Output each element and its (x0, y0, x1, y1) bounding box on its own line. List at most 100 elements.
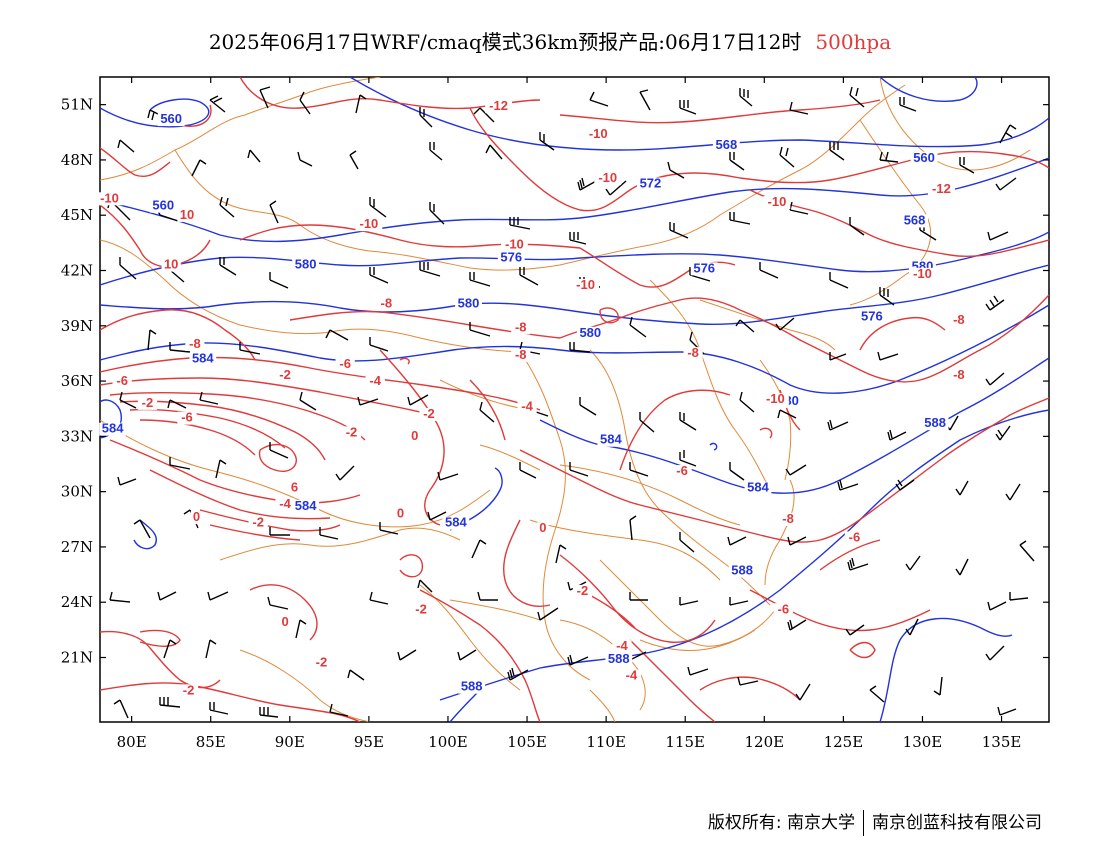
temperature-contour-label-bg (96, 192, 123, 206)
temperature-contour-label: 10 (180, 207, 194, 222)
height-contour-label-bg (442, 516, 470, 530)
temperature-contour-label-bg (177, 411, 197, 425)
temperature-contour-label-bg (137, 396, 158, 410)
height-contour-label: 560 (913, 150, 935, 165)
height-contour-label: 568 (904, 212, 926, 227)
temperature-contour-label-bg (365, 374, 385, 388)
height-contour-label-bg (576, 326, 604, 340)
temperature-contour-label: -4 (521, 399, 533, 414)
temperature-contour-label: -2 (142, 395, 154, 410)
temperature-contour-label: -8 (953, 367, 965, 382)
lon-tick-label: 115E (665, 733, 705, 751)
height-contour-label-bg (157, 113, 185, 127)
footer-separator (863, 810, 864, 836)
lat-tick-label: 30N (61, 483, 93, 501)
temperature-contour-label-bg (275, 498, 295, 512)
lon-tick-label: 95E (354, 733, 384, 751)
temperature-contour-label: -10 (576, 277, 595, 292)
pressure-level: 500hpa (815, 30, 892, 54)
lat-tick-label: 27N (61, 538, 93, 556)
lon-tick-label: 135E (982, 733, 1022, 751)
temperature-contour-label: -10 (359, 216, 378, 231)
lat-tick-label: 21N (61, 649, 93, 667)
temperature-contour-label-bg (621, 669, 642, 683)
temperature-contour-label-bg (394, 507, 407, 521)
temperature-contours (100, 77, 1049, 722)
lat-tick-label: 42N (61, 262, 93, 280)
temperature-contour-label-bg (376, 297, 396, 311)
latitude-axis: 51N 48N 45N 42N 39N 36N 33N 30N 27N 24N 21N (61, 96, 1049, 667)
temperature-contour-label-bg (572, 278, 599, 292)
temperature-contour-label: -8 (189, 336, 201, 351)
temperature-contour-label: -2 (183, 682, 195, 697)
temperature-contour-label-bg (763, 196, 791, 209)
temperature-contour-label-bg (584, 127, 612, 141)
temperature-contour-label: -10 (100, 190, 119, 205)
temperature-contour-label-bg (511, 321, 531, 335)
temperature-contour-label: 0 (193, 509, 200, 524)
temperature-contour-label-bg (178, 684, 199, 698)
longitude-axis: 80E 85E 90E 95E 100E 105E 110E 115E 120E 125E 130E… (117, 77, 1022, 751)
height-contour-label: 584 (192, 351, 214, 366)
temperature-contour-label: -2 (577, 583, 589, 598)
height-contour-label: 588 (924, 415, 946, 430)
footer: 版权所有: 南京大学 南京创蓝科技有限公司 (708, 808, 1042, 836)
temperature-contour-label-bg (612, 640, 632, 654)
temperature-contour-label: -10 (598, 170, 617, 185)
height-contour-label-bg (637, 177, 664, 191)
height-contour-label: 588 (608, 651, 630, 666)
height-contour-label-bg (149, 199, 177, 213)
lat-tick-label: 51N (61, 96, 93, 114)
height-contour-label: 584 (295, 498, 317, 513)
temperature-contour-label: -6 (777, 601, 789, 616)
lon-tick-label: 125E (824, 733, 864, 751)
lon-tick-label: 80E (117, 733, 147, 751)
lat-tick-label: 36N (61, 372, 93, 390)
temperature-contour-label-bg (288, 481, 301, 495)
temperature-contour-label-bg (773, 603, 793, 617)
temperature-contour-label-bg (572, 584, 593, 598)
height-contour-label: 576 (861, 308, 883, 323)
temperature-contour-label: 0 (539, 520, 546, 535)
temperature-contour-label: 6 (291, 480, 298, 495)
temperature-contour-label: -4 (616, 638, 628, 653)
temperature-contour-label: -2 (415, 601, 427, 616)
temperature-contour-label-bg (177, 208, 197, 222)
lat-tick-label: 39N (61, 317, 93, 335)
lat-tick-label: 24N (61, 593, 93, 611)
temperature-contour-label: -2 (346, 424, 358, 439)
title-text: 2025年06月17日WRF/cmaq模式36km预报产品:06月17日12时 (208, 30, 802, 54)
lon-tick-label: 130E (903, 733, 943, 751)
temperature-contour-label-bg (419, 407, 439, 421)
height-contour-label-bg (455, 297, 482, 311)
temperature-contour-label: 0 (397, 505, 404, 520)
height-contour-label: 572 (640, 176, 662, 191)
lon-tick-label: 110E (586, 733, 626, 751)
height-contour-label: 560 (160, 111, 182, 126)
temperature-contour-label: -2 (423, 406, 435, 421)
temperature-contour-label: -2 (316, 655, 328, 670)
temperature-contour-label: -10 (589, 126, 608, 141)
temperature-contour-label-bg (248, 516, 268, 530)
temperature-contour-label-bg (672, 465, 692, 479)
lat-tick-label: 33N (61, 427, 93, 445)
temperature-contour-label: -10 (505, 236, 524, 251)
height-contour-label-bg (292, 500, 320, 514)
temperature-contour-label: -6 (116, 373, 128, 388)
height-contour-label-bg (189, 352, 217, 366)
temperature-contour-label-bg (279, 616, 291, 630)
temperature-contour-label-bg (844, 531, 865, 545)
lat-tick-label: 48N (61, 151, 93, 169)
lat-tick-label: 45N (61, 206, 93, 224)
height-contour-label-bg (292, 258, 320, 272)
height-contour-label: 580 (295, 257, 317, 272)
temperature-contour-label-bg (185, 337, 205, 351)
temperature-contour-label: 0 (411, 428, 418, 443)
height-contour-label: 584 (600, 432, 622, 447)
height-contour-label-bg (497, 251, 525, 265)
lon-tick-label: 85E (196, 733, 226, 751)
height-contour-label-bg (901, 214, 928, 228)
temperature-contour-label-bg (341, 426, 362, 440)
map-title: 2025年06月17日WRF/cmaq模式36km预报产品:06月17日12时 5… (0, 26, 1100, 55)
